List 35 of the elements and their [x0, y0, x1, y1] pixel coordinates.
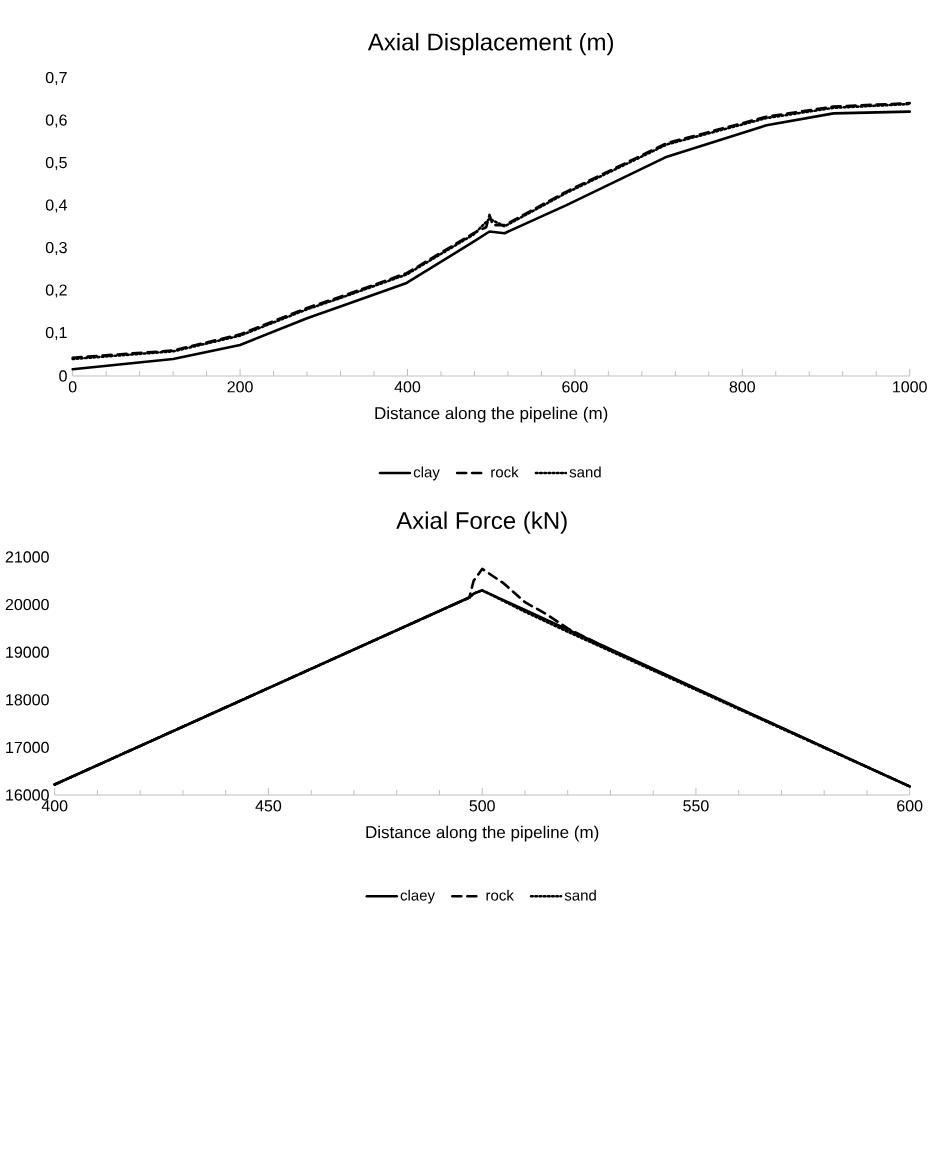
y-tick-label: 0,2	[46, 284, 67, 298]
y-tick-label: 19000	[6, 646, 49, 658]
y-tick-label: 0,7	[46, 71, 67, 86]
legend-label: clay	[413, 466, 440, 481]
y-tick-label: 0,6	[46, 114, 67, 128]
legend-label: claey	[400, 889, 436, 904]
x-tick-label: 0	[69, 381, 77, 393]
x-tick-label: 200	[227, 381, 253, 393]
y-tick-label: 0,1	[46, 326, 67, 341]
x-tick-label: 500	[469, 800, 496, 812]
legend-label: rock	[486, 889, 514, 901]
y-tick-label: 21000	[5, 551, 49, 563]
y-tick-label: 18000	[6, 694, 49, 706]
y-tick-label: 0,4	[46, 199, 68, 213]
x-tick-label: 1000	[893, 381, 927, 393]
x-axis-title: Distance along the pipeline (m)	[366, 825, 599, 842]
legend-label: sand	[564, 889, 597, 901]
y-tick-label: 20000	[5, 598, 49, 611]
x-tick-label: 550	[683, 800, 709, 812]
y-tick-label: 0,3	[46, 241, 67, 256]
x-tick-label: 400	[41, 800, 68, 812]
y-tick-label: 16000	[6, 789, 49, 801]
legend-label: rock	[491, 466, 519, 478]
y-tick-label: 0,5	[46, 156, 67, 171]
chart-title: Axial Displacement (m)	[368, 32, 614, 56]
y-tick-label: 17000	[6, 741, 49, 754]
x-tick-label: 600	[562, 381, 588, 393]
x-tick-label: 400	[394, 381, 421, 393]
y-tick-label: 0	[59, 370, 68, 382]
legend-label: sand	[569, 466, 601, 478]
x-tick-label: 800	[729, 381, 756, 393]
x-tick-label: 450	[255, 800, 282, 812]
x-tick-label: 600	[897, 800, 923, 812]
x-axis-title: Distance along the pipeline (m)	[375, 406, 608, 423]
chart-title: Axial Force (kN)	[396, 511, 567, 534]
